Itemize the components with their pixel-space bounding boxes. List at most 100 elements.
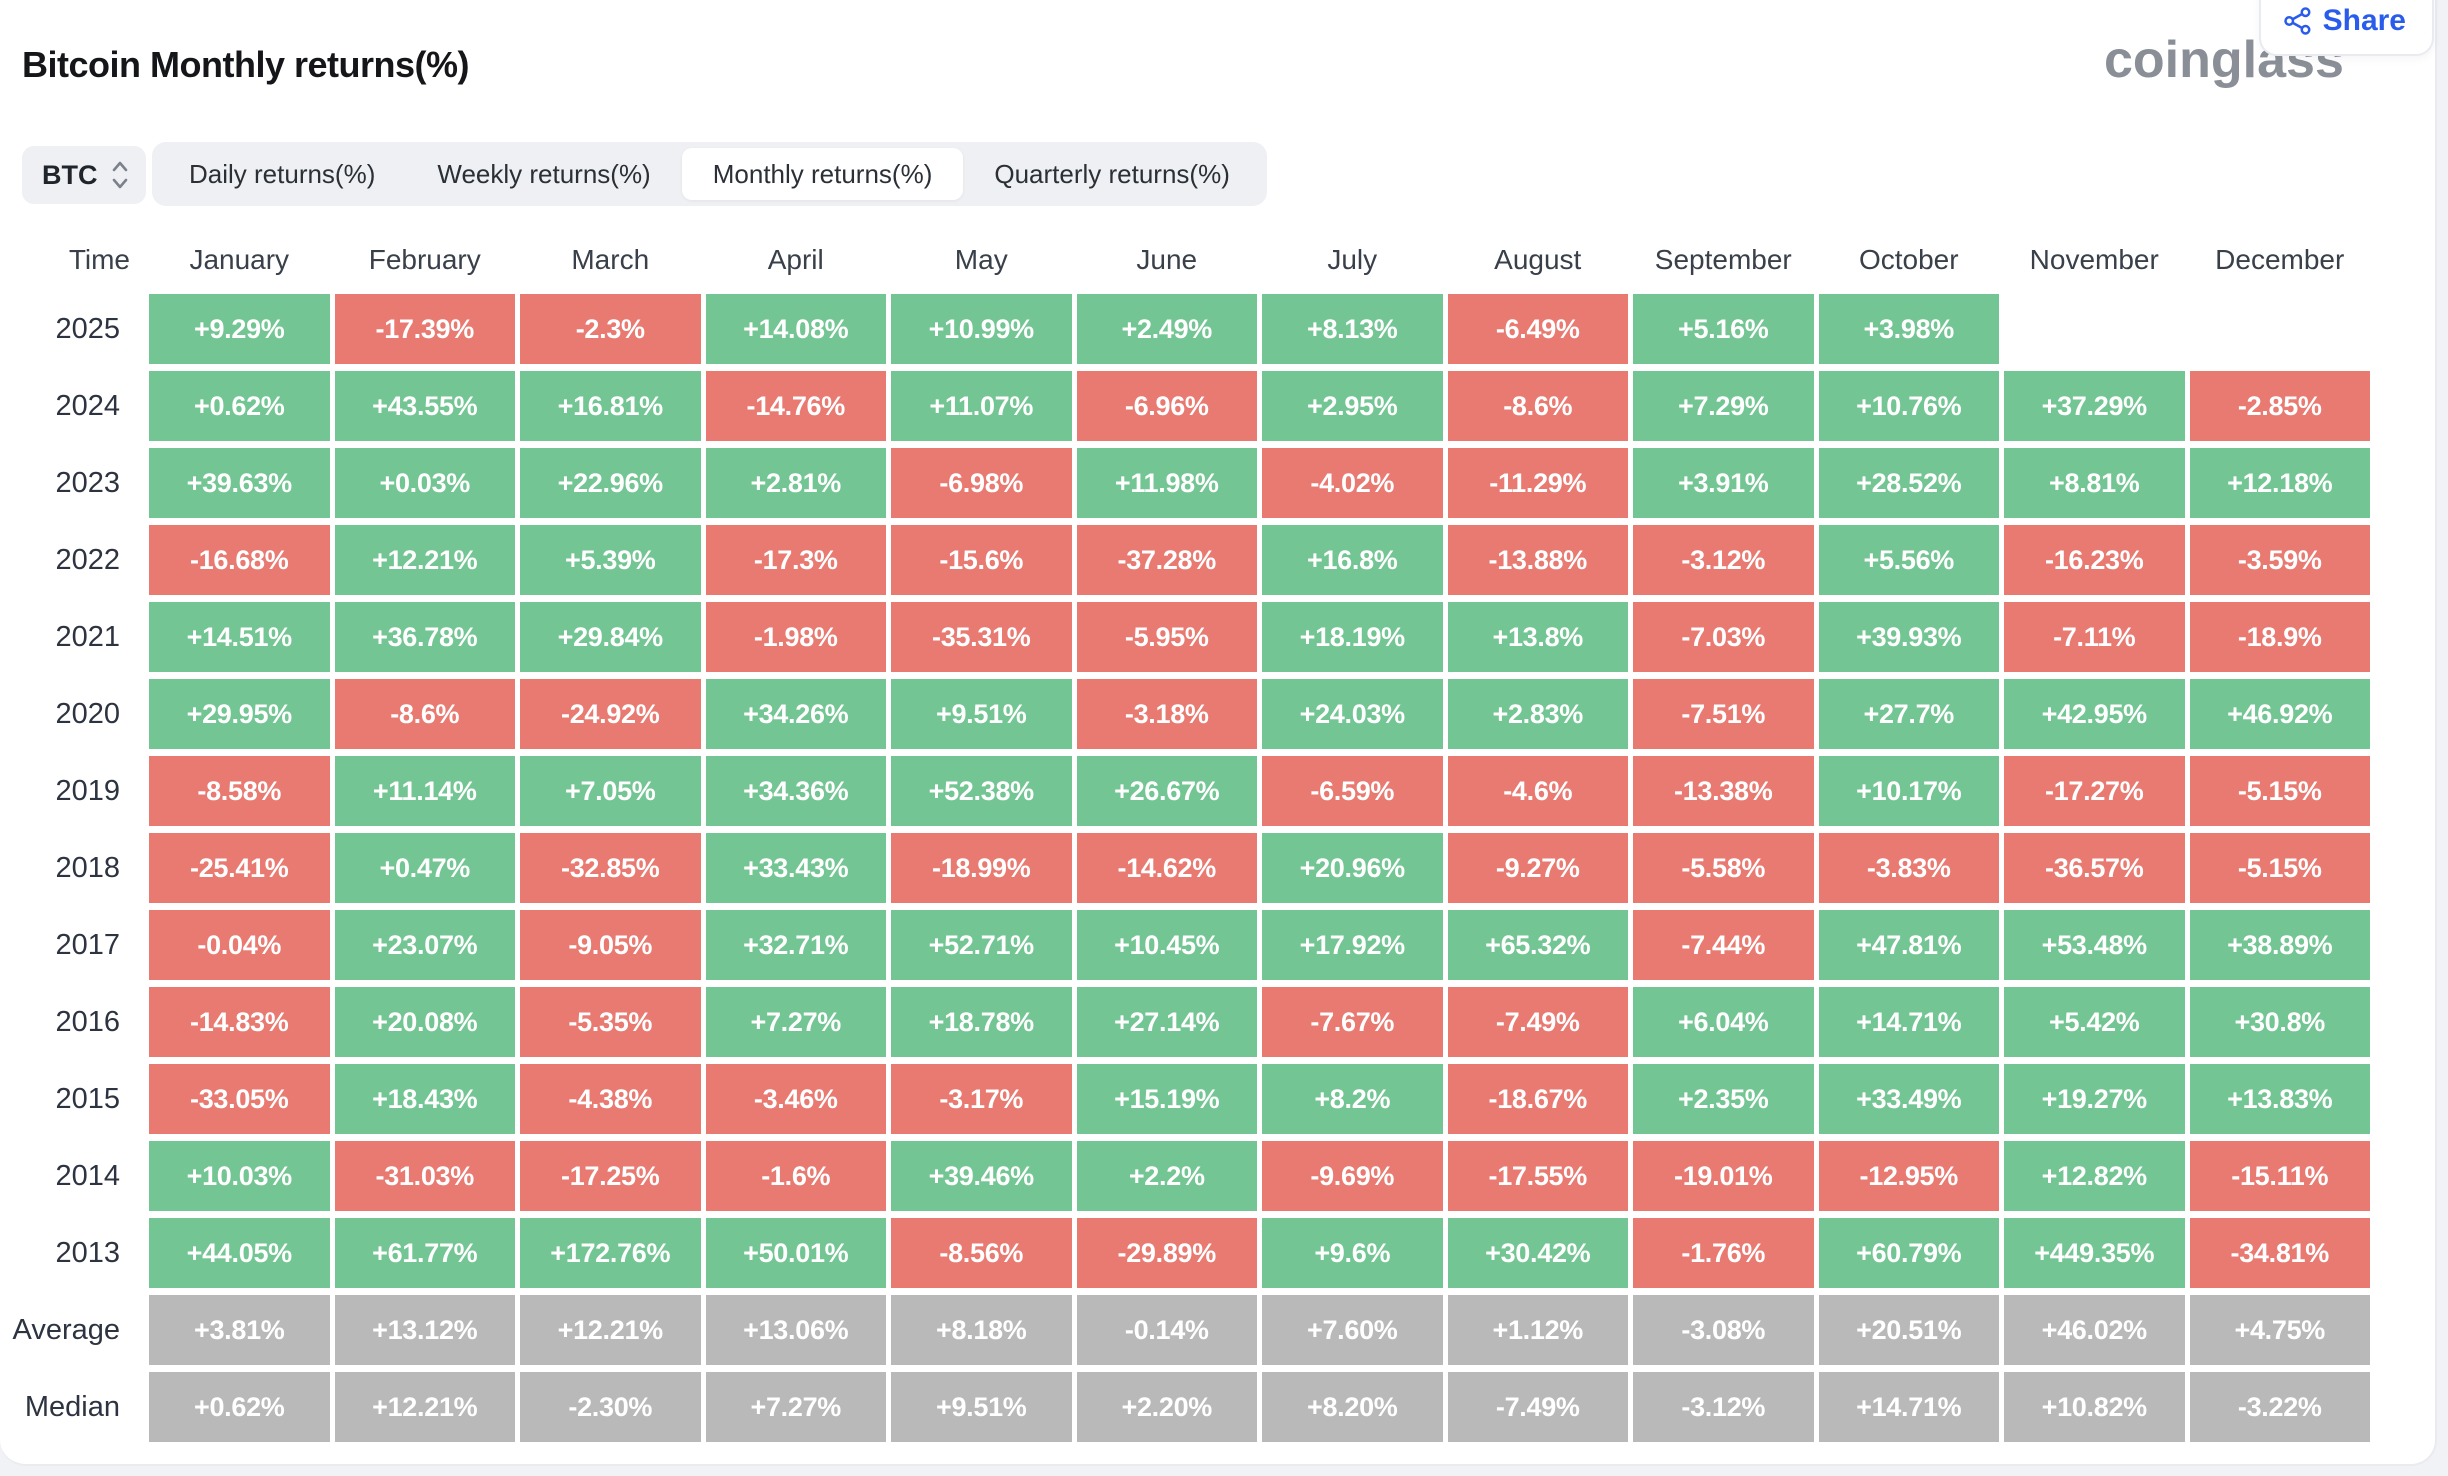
return-cell: +10.82% xyxy=(2004,1372,2185,1442)
return-cell: +18.78% xyxy=(891,987,1072,1057)
return-cell: -37.28% xyxy=(1076,525,1257,595)
share-label: Share xyxy=(2322,4,2406,37)
return-cell: +52.71% xyxy=(891,910,1072,980)
tab-monthly-returns[interactable]: Monthly returns(%) xyxy=(681,148,964,200)
column-header-september: September xyxy=(1654,244,1792,275)
return-cell: -9.05% xyxy=(520,910,701,980)
return-cell: -13.88% xyxy=(1447,525,1628,595)
return-cell: -29.89% xyxy=(1076,1218,1257,1288)
return-cell: -14.62% xyxy=(1076,833,1257,903)
return-cell: +10.76% xyxy=(1818,371,1999,441)
return-cell: +39.93% xyxy=(1818,602,1999,672)
return-cell: -3.12% xyxy=(1633,525,1814,595)
table-header-row: Time January February March April May June July… xyxy=(20,238,2370,282)
return-cell: +6.04% xyxy=(1633,987,1814,1057)
return-cell: -12.95% xyxy=(1818,1141,1999,1211)
return-cell: +2.83% xyxy=(1447,679,1628,749)
return-cell: +0.47% xyxy=(334,833,515,903)
return-cell: +3.81% xyxy=(149,1295,330,1365)
return-cell: +52.38% xyxy=(891,756,1072,826)
return-cell: +13.8% xyxy=(1447,602,1628,672)
return-cell: +53.48% xyxy=(2004,910,2185,980)
return-cell: +18.19% xyxy=(1262,602,1443,672)
return-cell: +2.35% xyxy=(1633,1064,1814,1134)
return-cell: +14.71% xyxy=(1818,1372,1999,1442)
return-cell: -24.92% xyxy=(520,679,701,749)
return-cell: +20.96% xyxy=(1262,833,1443,903)
return-cell: +20.08% xyxy=(334,987,515,1057)
return-cell: +11.98% xyxy=(1076,448,1257,518)
return-cell: -35.31% xyxy=(891,602,1072,672)
row-label-average: Average xyxy=(12,1313,121,1346)
return-cell: -3.22% xyxy=(2189,1372,2370,1442)
return-cell: -19.01% xyxy=(1633,1141,1814,1211)
return-cell: -4.6% xyxy=(1447,756,1628,826)
return-cell: +50.01% xyxy=(705,1218,886,1288)
return-cell: -32.85% xyxy=(520,833,701,903)
return-cell: -1.98% xyxy=(705,602,886,672)
tab-daily-returns[interactable]: Daily returns(%) xyxy=(189,158,376,189)
return-cell: +30.8% xyxy=(2189,987,2370,1057)
row-label-2023: 2023 xyxy=(55,466,120,499)
return-cell: +2.20% xyxy=(1076,1372,1257,1442)
return-cell: -8.56% xyxy=(891,1218,1072,1288)
return-cell: +28.52% xyxy=(1818,448,1999,518)
share-button[interactable]: Share xyxy=(2258,0,2434,56)
return-cell: +27.7% xyxy=(1818,679,1999,749)
return-cell: +0.62% xyxy=(149,1372,330,1442)
return-cell: +13.83% xyxy=(2189,1064,2370,1134)
return-cell: +14.71% xyxy=(1818,987,1999,1057)
return-cell: -6.98% xyxy=(891,448,1072,518)
return-cell: -17.27% xyxy=(2004,756,2185,826)
return-cell: -5.15% xyxy=(2189,833,2370,903)
return-cell: +36.78% xyxy=(334,602,515,672)
return-cell: +12.21% xyxy=(334,525,515,595)
return-cell: -36.57% xyxy=(2004,833,2185,903)
row-label-median: Median xyxy=(24,1390,120,1423)
return-cell: -5.58% xyxy=(1633,833,1814,903)
return-cell: +8.20% xyxy=(1262,1372,1443,1442)
return-cell: -17.3% xyxy=(705,525,886,595)
return-cell: +34.26% xyxy=(705,679,886,749)
return-cell: -3.59% xyxy=(2189,525,2370,595)
return-cell: +2.95% xyxy=(1262,371,1443,441)
return-cell: -6.49% xyxy=(1447,294,1628,364)
return-cell: +2.81% xyxy=(705,448,886,518)
return-cell: -3.08% xyxy=(1633,1295,1814,1365)
return-cell: +46.92% xyxy=(2189,679,2370,749)
return-cell: +15.19% xyxy=(1076,1064,1257,1134)
return-cell: +0.62% xyxy=(149,371,330,441)
return-cell: +10.45% xyxy=(1076,910,1257,980)
return-cell: +26.67% xyxy=(1076,756,1257,826)
return-cell: +46.02% xyxy=(2004,1295,2185,1365)
return-cell: +17.92% xyxy=(1262,910,1443,980)
return-cell: +11.14% xyxy=(334,756,515,826)
return-cell: -31.03% xyxy=(334,1141,515,1211)
return-cell: +27.14% xyxy=(1076,987,1257,1057)
tab-quarterly-returns[interactable]: Quarterly returns(%) xyxy=(994,158,1230,189)
return-cell: -4.38% xyxy=(520,1064,701,1134)
return-cell: +7.05% xyxy=(520,756,701,826)
return-cell: +7.60% xyxy=(1262,1295,1443,1365)
return-cell: +20.51% xyxy=(1818,1295,1999,1365)
row-label-2024: 2024 xyxy=(55,389,120,422)
return-cell: +11.07% xyxy=(891,371,1072,441)
return-cell: +5.56% xyxy=(1818,525,1999,595)
return-cell xyxy=(2190,294,2371,364)
share-icon xyxy=(2283,6,2313,36)
column-header-april: April xyxy=(767,244,824,275)
return-cell: +3.91% xyxy=(1633,448,1814,518)
return-cell: -2.85% xyxy=(2189,371,2370,441)
return-cell: -2.30% xyxy=(520,1372,701,1442)
return-cell: +60.79% xyxy=(1818,1218,1999,1288)
return-cell: -5.15% xyxy=(2189,756,2370,826)
return-cell: +4.75% xyxy=(2189,1295,2370,1365)
return-cell: -0.14% xyxy=(1076,1295,1257,1365)
return-cell: +10.17% xyxy=(1818,756,1999,826)
tab-weekly-returns[interactable]: Weekly returns(%) xyxy=(437,158,651,189)
return-cell: -2.3% xyxy=(520,294,701,364)
return-cell: -5.95% xyxy=(1076,602,1257,672)
row-label-2014: 2014 xyxy=(55,1159,120,1192)
return-cell: +12.21% xyxy=(520,1295,701,1365)
symbol-select[interactable]: BTC xyxy=(22,146,146,204)
